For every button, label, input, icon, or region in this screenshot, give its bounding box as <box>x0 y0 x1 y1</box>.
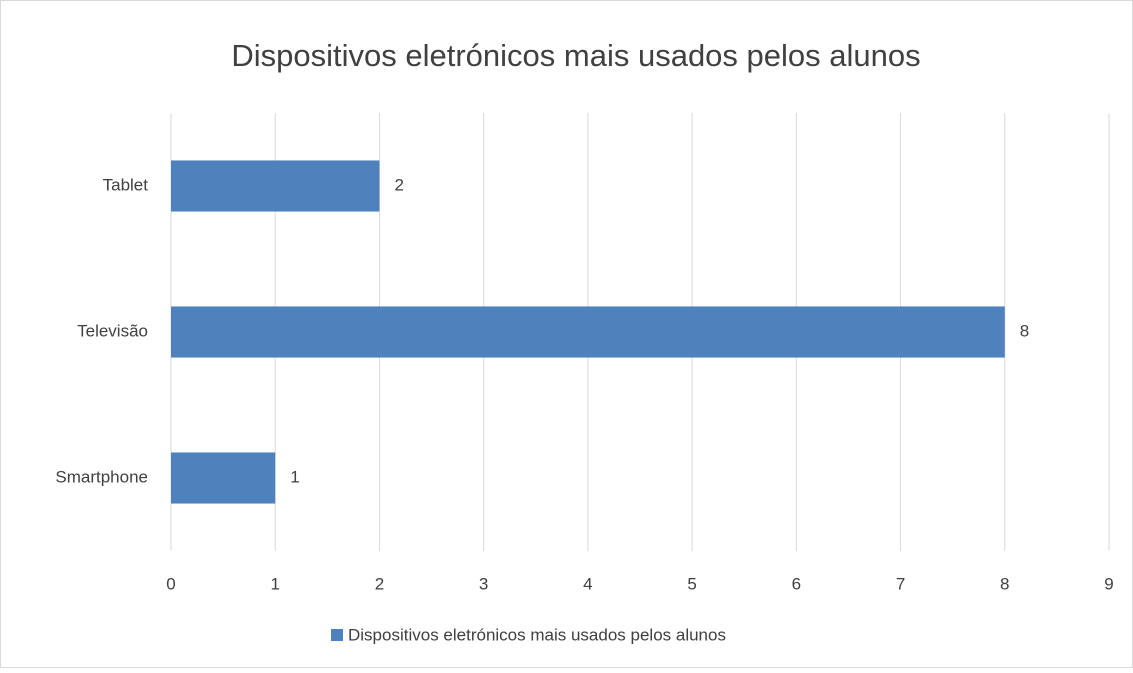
data-label: 2 <box>394 175 403 194</box>
y-tick-label: Televisão <box>77 321 148 340</box>
x-tick-label: 3 <box>479 574 488 593</box>
x-tick-label: 5 <box>687 574 696 593</box>
x-tick-label: 8 <box>1000 574 1009 593</box>
data-label: 8 <box>1020 321 1029 340</box>
x-tick-label: 7 <box>896 574 905 593</box>
chart-title: Dispositivos eletrónicos mais usados pel… <box>231 38 920 73</box>
legend-label: Dispositivos eletrónicos mais usados pel… <box>348 625 726 644</box>
x-tick-label: 2 <box>375 574 384 593</box>
x-tick-label: 1 <box>270 574 279 593</box>
bar <box>171 160 380 212</box>
bar <box>171 452 276 504</box>
data-label: 1 <box>290 467 299 486</box>
x-tick-label: 4 <box>583 574 592 593</box>
x-tick-label: 6 <box>792 574 801 593</box>
legend-swatch <box>331 629 343 641</box>
x-tick-label: 0 <box>166 574 175 593</box>
y-tick-label: Tablet <box>103 175 149 194</box>
y-tick-label: Smartphone <box>55 467 148 486</box>
x-tick-label: 9 <box>1104 574 1113 593</box>
bar <box>171 306 1005 358</box>
